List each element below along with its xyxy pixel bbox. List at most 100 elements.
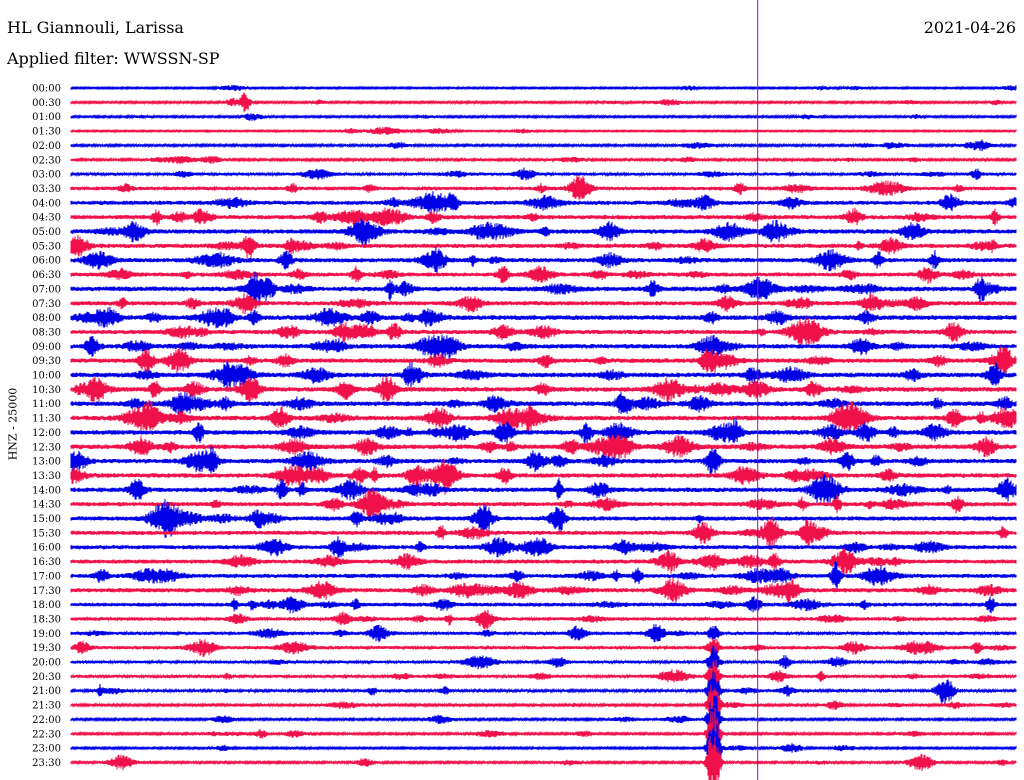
row-label: 14:00	[32, 485, 61, 496]
trace-row	[70, 391, 1017, 416]
trace-row	[70, 306, 1017, 329]
row-label: 11:30	[32, 414, 61, 425]
row-label: 22:30	[32, 729, 61, 740]
trace-row	[70, 498, 1017, 538]
row-label: 05:00	[32, 227, 61, 238]
trace-row	[70, 418, 1017, 445]
row-label: 02:00	[32, 141, 61, 152]
row-label: 23:00	[32, 744, 61, 755]
trace-row	[70, 434, 1017, 461]
row-label: 17:30	[32, 586, 61, 597]
row-label: 08:00	[32, 313, 61, 324]
trace-row	[70, 624, 1017, 643]
row-label: 09:30	[32, 356, 61, 367]
row-label: 14:30	[32, 500, 61, 511]
trace-row	[70, 548, 1017, 575]
row-label: 19:00	[32, 629, 61, 640]
trace-row	[70, 265, 1017, 284]
trace-row	[70, 316, 1017, 347]
trace-row	[70, 191, 1017, 215]
trace-row	[70, 671, 1017, 714]
trace-row	[70, 167, 1017, 181]
row-label: 07:00	[32, 284, 61, 295]
trace-row	[70, 84, 1017, 92]
trace-row	[70, 175, 1017, 200]
trace-row	[70, 361, 1017, 389]
row-label: 08:30	[32, 327, 61, 338]
row-label: 18:30	[32, 614, 61, 625]
date-label: 2021-04-26	[923, 18, 1016, 37]
row-label: 19:30	[32, 643, 61, 654]
trace-row	[70, 659, 1017, 696]
trace-row	[70, 235, 1017, 259]
row-label: 00:00	[32, 84, 61, 95]
trace-row	[70, 113, 1017, 121]
row-label: 07:30	[32, 299, 61, 310]
row-label: 23:30	[32, 758, 61, 769]
trace-row	[70, 516, 1017, 550]
trace-row	[70, 126, 1017, 136]
row-label: 03:00	[32, 170, 61, 181]
trace-row	[70, 684, 1017, 730]
trace-row	[70, 139, 1017, 152]
row-label: 22:00	[32, 715, 61, 726]
row-label: 03:30	[32, 184, 61, 195]
row-label: 10:00	[32, 371, 61, 382]
row-label: 13:30	[32, 471, 61, 482]
trace-row	[70, 487, 1017, 520]
trace-row	[70, 577, 1017, 604]
trace-row	[70, 609, 1017, 630]
trace-row	[70, 399, 1017, 434]
trace-row	[70, 637, 1017, 657]
trace-row	[70, 207, 1017, 227]
trace-row	[70, 473, 1017, 504]
trace-row	[70, 645, 1017, 673]
trace-row	[70, 345, 1017, 378]
row-labels: 00:00 00:30 01:00 01:30 02:00 02:30 03:00 03:30…	[32, 84, 61, 769]
row-label: 11:00	[32, 399, 61, 410]
trace-row	[70, 334, 1017, 360]
trace-row	[70, 458, 1017, 495]
row-label: 16:30	[32, 557, 61, 568]
row-label: 09:00	[32, 342, 61, 353]
row-label: 01:00	[32, 112, 61, 123]
trace-row	[70, 446, 1017, 474]
trace-row	[70, 271, 1017, 306]
row-label: 04:00	[32, 198, 61, 209]
trace-row	[70, 293, 1017, 315]
row-label: 15:30	[32, 528, 61, 539]
trace-row	[70, 246, 1017, 274]
trace-row	[70, 536, 1017, 558]
trace-row	[70, 596, 1017, 614]
row-label: 17:00	[32, 571, 61, 582]
trace-row	[70, 736, 1017, 780]
row-label: 13:00	[32, 457, 61, 468]
row-label: 12:00	[32, 428, 61, 439]
row-label: 02:30	[32, 155, 61, 166]
trace-row	[70, 722, 1017, 773]
row-label: 20:30	[32, 672, 61, 683]
trace-row	[70, 561, 1017, 590]
row-label: 16:00	[32, 543, 61, 554]
row-label: 12:30	[32, 442, 61, 453]
row-label: 00:30	[32, 98, 61, 109]
trace-row	[70, 155, 1017, 165]
filter-label: Applied filter: WWSSN-SP	[7, 49, 220, 68]
row-label: 15:00	[32, 514, 61, 525]
row-label: 20:00	[32, 658, 61, 669]
trace-row	[70, 92, 1017, 113]
station-title: HL Giannouli, Larissa	[7, 18, 184, 37]
row-label: 10:30	[32, 385, 61, 396]
row-label: 21:30	[32, 701, 61, 712]
row-label: 04:30	[32, 213, 61, 224]
row-label: 01:30	[32, 127, 61, 138]
trace-row	[70, 374, 1017, 403]
row-label: 06:30	[32, 270, 61, 281]
row-label: 18:00	[32, 600, 61, 611]
trace-row	[70, 695, 1017, 744]
trace-row	[70, 707, 1017, 757]
row-label: 06:00	[32, 256, 61, 267]
trace-group	[70, 84, 1017, 780]
row-label: 21:00	[32, 686, 61, 697]
